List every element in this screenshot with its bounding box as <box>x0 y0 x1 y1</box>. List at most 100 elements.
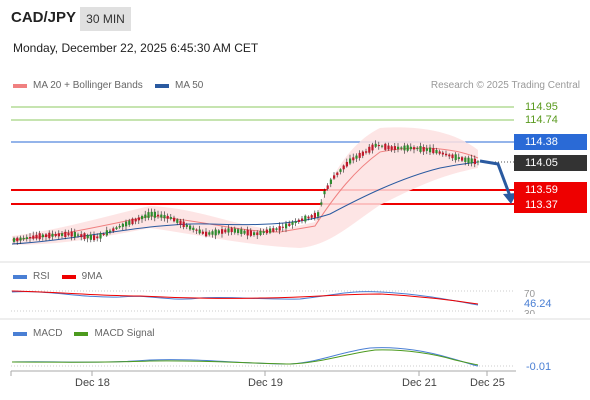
candle <box>441 152 444 155</box>
candle <box>361 151 364 156</box>
candle <box>153 211 156 218</box>
candle <box>64 231 67 237</box>
rsi-70-label: 70 <box>524 289 536 300</box>
candle <box>41 234 44 238</box>
candle <box>125 221 128 227</box>
candle <box>131 218 134 225</box>
rsi-30-label: 30 <box>524 309 535 314</box>
candle <box>70 231 73 237</box>
candle <box>35 234 38 239</box>
candle <box>307 216 310 219</box>
candle <box>467 157 470 164</box>
candle <box>19 237 22 241</box>
candle <box>326 185 329 189</box>
candle <box>304 215 307 222</box>
candle <box>342 165 345 170</box>
candle <box>176 219 179 223</box>
candle <box>192 227 195 231</box>
candle <box>217 230 220 234</box>
candle <box>291 222 294 225</box>
candle <box>96 236 99 239</box>
candle <box>355 155 358 159</box>
candle <box>169 217 172 219</box>
forecast-arrow <box>479 159 512 197</box>
candle <box>147 212 150 218</box>
candle <box>102 233 105 235</box>
candle <box>208 232 211 235</box>
candle <box>198 229 201 234</box>
candle <box>86 235 89 239</box>
candle <box>25 237 28 239</box>
candle <box>387 145 390 150</box>
candle <box>425 148 428 151</box>
candle <box>371 144 374 151</box>
candle <box>422 147 425 152</box>
candle <box>294 221 297 224</box>
candle <box>166 215 169 219</box>
candle <box>246 229 249 236</box>
candle <box>32 235 35 239</box>
macd-legend: MACD MACD Signal <box>13 328 154 339</box>
candle <box>29 237 32 239</box>
candle <box>317 212 320 217</box>
ma50-swatch <box>155 83 169 88</box>
candle <box>249 230 252 236</box>
candle <box>275 228 278 230</box>
candle <box>243 230 246 234</box>
candle <box>435 150 438 154</box>
candle <box>118 225 121 228</box>
datetime-label: Monday, December 22, 2025 6:45:30 AM CET <box>13 41 259 55</box>
candle <box>150 211 153 217</box>
candle <box>157 214 160 217</box>
candle <box>336 172 339 176</box>
candle <box>333 175 336 179</box>
candle <box>320 202 323 205</box>
candle <box>201 231 204 234</box>
candle <box>105 230 108 236</box>
candle <box>73 231 76 238</box>
x-label-dec19: Dec 19 <box>248 377 283 389</box>
candle <box>454 154 457 161</box>
candle <box>57 233 60 237</box>
candle <box>237 229 240 234</box>
candle <box>345 161 348 167</box>
candle <box>115 227 118 230</box>
candle <box>365 151 368 153</box>
instrument-title: CAD/JPY <box>11 9 77 26</box>
candle <box>313 212 316 218</box>
candle <box>329 179 332 184</box>
candle <box>381 145 384 147</box>
candle <box>83 233 86 240</box>
macd-swatch <box>13 331 27 336</box>
candle <box>397 146 400 150</box>
candle <box>406 145 409 151</box>
candle <box>128 220 131 225</box>
candle <box>339 169 342 172</box>
candle <box>438 151 441 154</box>
candle <box>457 157 460 159</box>
candle <box>464 157 467 162</box>
candle <box>432 148 435 154</box>
candle <box>393 146 396 150</box>
candle <box>121 223 124 227</box>
candle <box>278 226 281 231</box>
candle <box>67 233 70 236</box>
candle <box>163 215 166 219</box>
candle <box>256 232 259 236</box>
candle <box>400 147 403 149</box>
timeframe-button[interactable]: 30 MIN <box>80 7 131 31</box>
candle <box>384 143 387 150</box>
candle <box>54 233 57 237</box>
candle <box>448 154 451 157</box>
x-label-dec21: Dec 21 <box>402 377 437 389</box>
x-label-dec18: Dec 18 <box>75 377 110 389</box>
rsi-swatch <box>13 274 27 279</box>
resistance-2-label: 114.74 <box>525 114 558 126</box>
candle <box>134 218 137 222</box>
candle <box>301 218 304 221</box>
candle <box>409 146 412 150</box>
x-label-dec25: Dec 25 <box>470 377 505 389</box>
candle <box>182 221 185 228</box>
rsi-ma-line <box>11 290 479 305</box>
